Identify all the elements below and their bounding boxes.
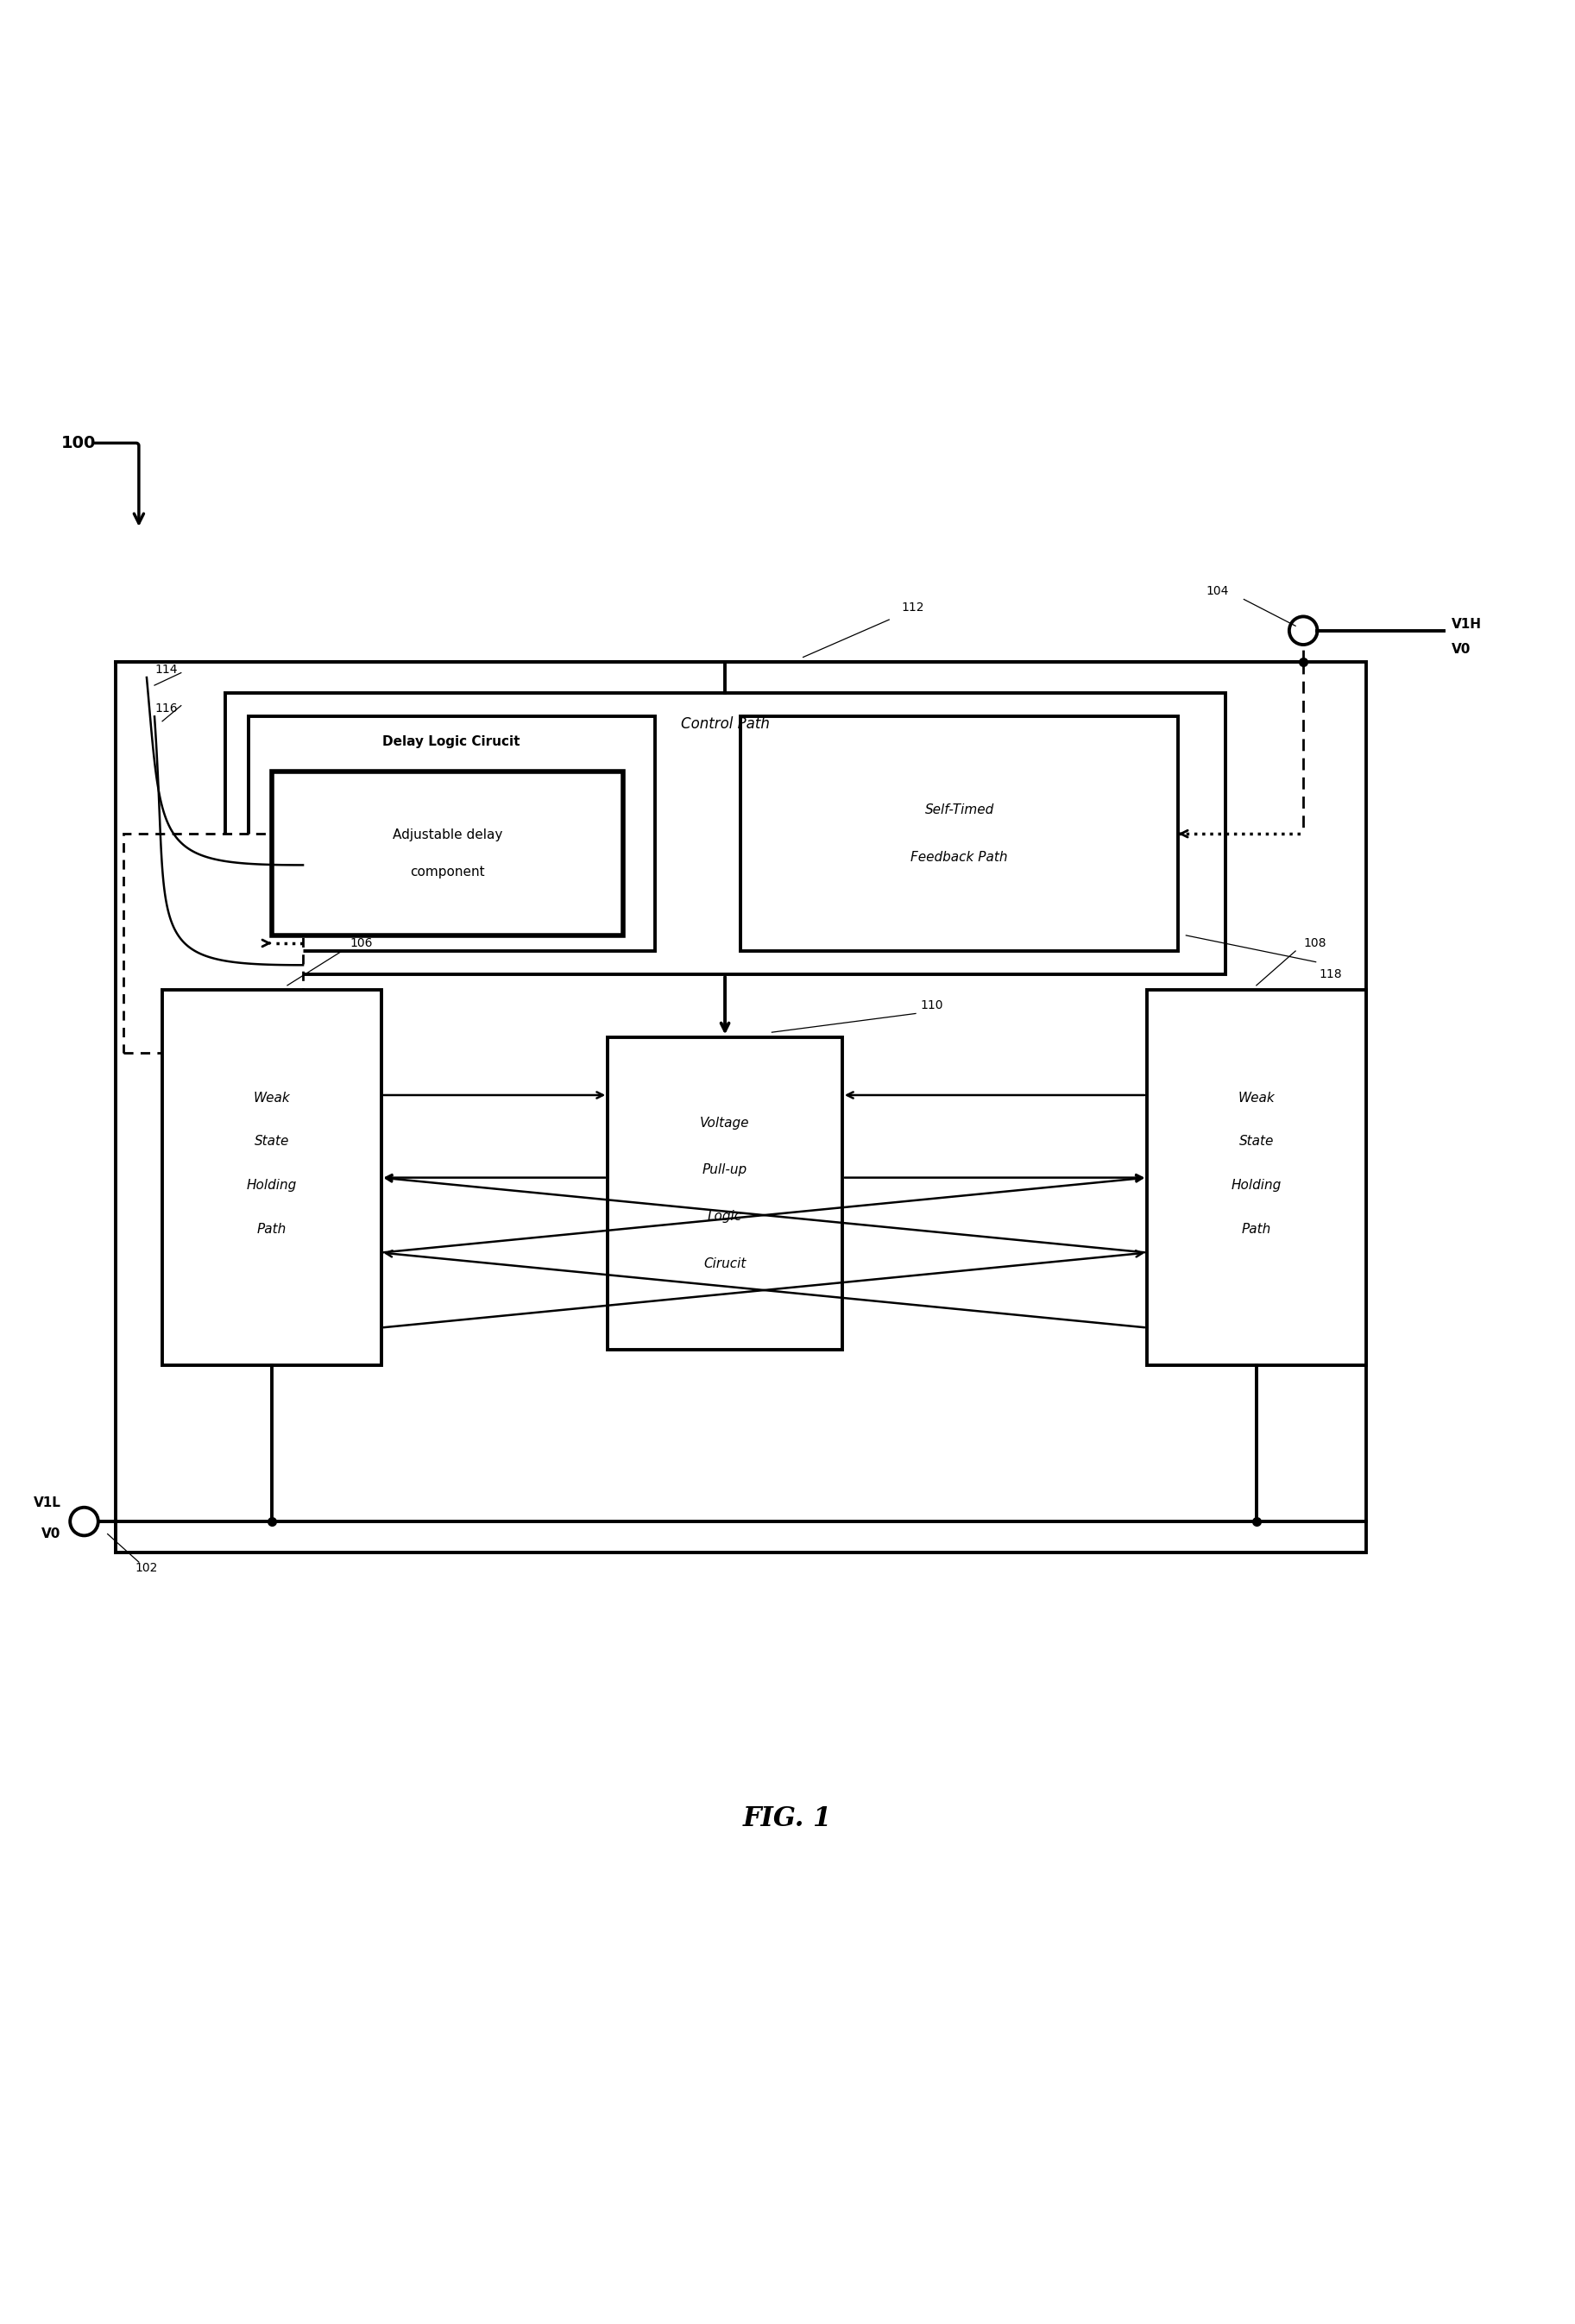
Bar xyxy=(608,1037,843,1350)
Text: 114: 114 xyxy=(154,665,178,676)
Text: V0: V0 xyxy=(41,1527,61,1541)
Text: V1H: V1H xyxy=(1452,618,1482,630)
Text: Adjustable delay: Adjustable delay xyxy=(392,827,502,841)
Text: Voltage: Voltage xyxy=(701,1116,750,1129)
Bar xyxy=(225,693,1225,974)
Bar xyxy=(1147,990,1366,1364)
Text: Cirucit: Cirucit xyxy=(704,1257,747,1269)
Text: V0: V0 xyxy=(1452,644,1471,655)
Text: Self-Timed: Self-Timed xyxy=(925,804,994,816)
Text: Holding: Holding xyxy=(247,1178,296,1192)
Bar xyxy=(740,716,1178,951)
Text: 116: 116 xyxy=(154,702,178,716)
Text: V1L: V1L xyxy=(33,1497,61,1508)
Bar xyxy=(115,662,1366,1552)
Text: State: State xyxy=(254,1134,290,1148)
Text: 104: 104 xyxy=(1206,586,1228,597)
Text: component: component xyxy=(410,865,485,878)
Bar xyxy=(123,834,302,1053)
Text: Holding: Holding xyxy=(1232,1178,1282,1192)
Text: 110: 110 xyxy=(920,999,943,1011)
Bar xyxy=(162,990,381,1364)
Text: Logic: Logic xyxy=(707,1211,742,1222)
Text: 118: 118 xyxy=(1318,969,1342,981)
Text: 112: 112 xyxy=(901,602,925,614)
Text: Delay Logic Cirucit: Delay Logic Cirucit xyxy=(383,734,520,748)
Text: 100: 100 xyxy=(61,435,96,451)
Text: 102: 102 xyxy=(135,1562,158,1573)
Bar xyxy=(249,716,655,951)
Bar xyxy=(272,772,624,934)
Text: State: State xyxy=(1240,1134,1274,1148)
Text: Feedback Path: Feedback Path xyxy=(910,851,1008,865)
Text: Path: Path xyxy=(257,1222,287,1236)
Text: FIG. 1: FIG. 1 xyxy=(743,1806,832,1831)
Text: Control Path: Control Path xyxy=(680,716,769,732)
Text: 106: 106 xyxy=(350,937,373,948)
Text: Weak: Weak xyxy=(254,1092,290,1104)
Text: Pull-up: Pull-up xyxy=(702,1164,748,1176)
Text: 108: 108 xyxy=(1303,937,1326,948)
Text: Weak: Weak xyxy=(1238,1092,1274,1104)
Text: Path: Path xyxy=(1241,1222,1271,1236)
